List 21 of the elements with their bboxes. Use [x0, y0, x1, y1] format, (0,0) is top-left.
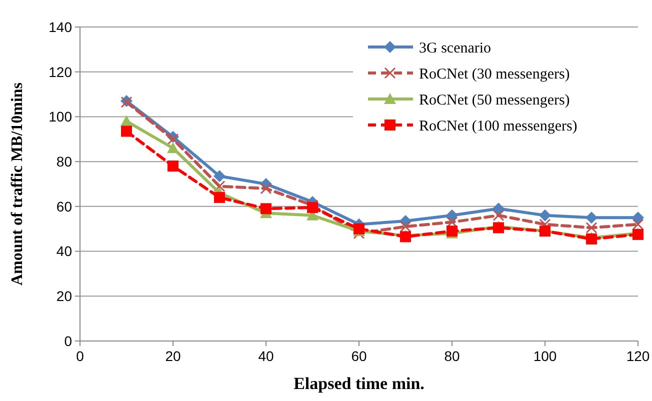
x-tick-label: 120 — [626, 348, 650, 364]
y-tick-label: 60 — [56, 198, 72, 214]
x-axis-title: Elapsed time min. — [294, 374, 424, 393]
y-tick-label: 40 — [56, 243, 72, 260]
y-tick-label: 140 — [48, 18, 72, 35]
x-tick-label: 60 — [351, 348, 367, 364]
y-tick-label: 0 — [64, 332, 72, 349]
x-tick-label: 80 — [444, 348, 460, 364]
legend-label: RoCNet (30 messengers) — [419, 66, 570, 82]
x-tick-label: 20 — [165, 348, 181, 364]
y-tick-label: 120 — [48, 64, 72, 80]
x-tick-label: 100 — [533, 348, 557, 364]
legend-label: RoCNet (50 messengers) — [419, 92, 570, 108]
y-tick-label: 20 — [56, 288, 72, 304]
y-tick-label: 80 — [56, 153, 72, 170]
y-axis-title: Amount of traffic MB/10mins — [9, 82, 26, 286]
legend-label: RoCNet (100 messengers) — [419, 118, 578, 134]
x-tick-label: 0 — [76, 348, 84, 364]
x-tick-label: 40 — [258, 348, 274, 364]
y-tick-label: 100 — [48, 108, 72, 125]
legend-label: 3G scenario — [419, 40, 492, 56]
